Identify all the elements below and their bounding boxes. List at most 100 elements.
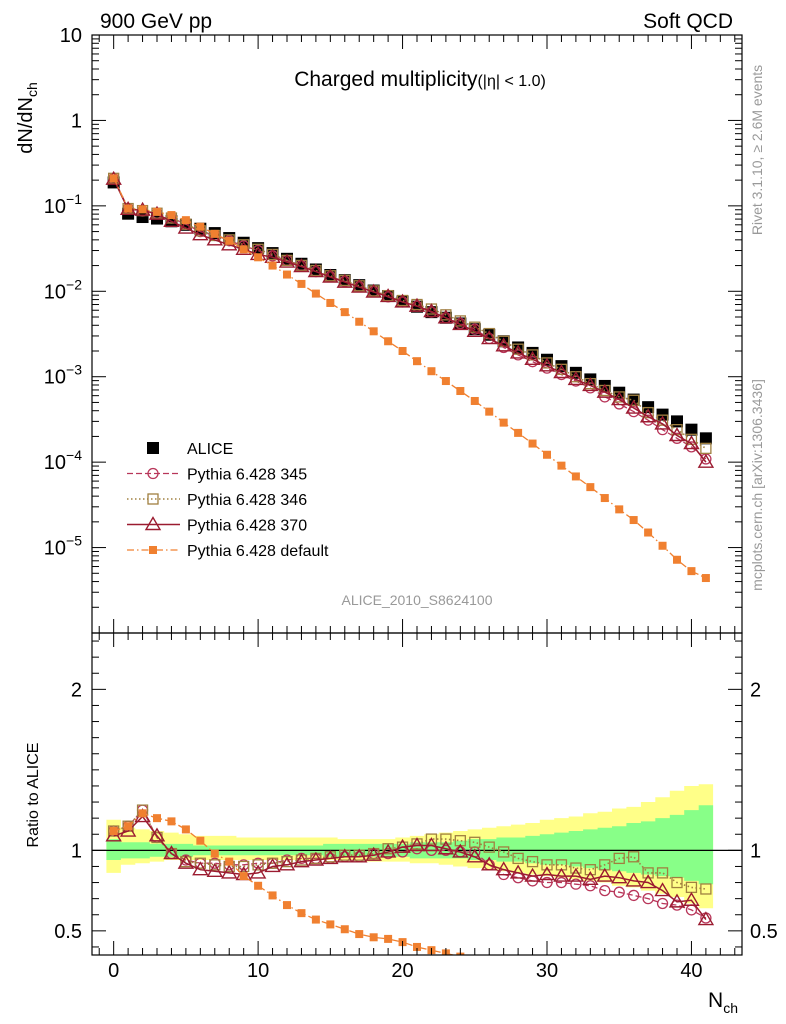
ratio-point-p370: [307, 851, 325, 866]
ratio-point-p345: [628, 889, 640, 902]
ratio-point-default: [340, 925, 349, 934]
ratio-line-p346: [113, 808, 706, 890]
ratio-point-p370: [336, 848, 353, 863]
ratio-point-default: [615, 988, 623, 996]
ratio-y-tick-label: 2: [71, 679, 82, 701]
x-axis-label-main: N: [708, 989, 723, 1012]
ratio-point-p345: [570, 878, 582, 890]
y-axis-label-main: dN/dN: [15, 97, 37, 154]
ratio-point-p346: [238, 860, 250, 873]
ratio-point-p370: [206, 862, 223, 877]
data-point-p370: [683, 435, 700, 450]
ratio-point-p370: [148, 827, 166, 842]
series-p370: [105, 170, 715, 468]
y-tick-base: 1: [71, 110, 82, 132]
data-point-default: [369, 327, 378, 336]
ratio-point-p370: [452, 843, 469, 858]
chart-title-suffix: (|η| < 1.0): [477, 73, 545, 90]
ratio-point-p370: [639, 874, 657, 889]
data-point-alice: [266, 247, 279, 260]
series-line-p346: [112, 177, 707, 450]
data-point-p370: [538, 357, 556, 372]
data-point-default: [557, 461, 566, 470]
ratio-point-p346: [512, 852, 524, 865]
data-point-p370: [192, 226, 209, 241]
ratio-point-default: [254, 881, 263, 890]
ratio-point-p346: [425, 833, 438, 845]
ratio-point-p370: [351, 848, 368, 863]
data-point-default: [268, 261, 277, 270]
data-point-p346: [469, 321, 481, 333]
ratio-point-p370: [249, 864, 267, 879]
legend-item-p345: Pythia 6.428 345: [127, 467, 307, 484]
data-point-alice: [136, 211, 149, 224]
ratio-point-p345: [671, 899, 683, 911]
ratio-point-default: [369, 933, 378, 942]
data-point-p370: [466, 322, 483, 338]
data-point-default: [210, 229, 219, 238]
ratio-y-tick-label: 1: [71, 840, 82, 862]
data-point-default: [181, 216, 190, 225]
data-point-p370: [365, 283, 382, 298]
ratio-point-default: [659, 993, 667, 1001]
ratio-point-p370: [278, 856, 296, 871]
ratio-data-layer: [92, 784, 742, 1001]
legend-marker: [147, 442, 159, 454]
data-point-p370: [394, 293, 411, 308]
ratio-point-default: [196, 836, 205, 845]
data-point-default: [225, 236, 234, 245]
ratio-point-p370: [264, 858, 281, 873]
data-point-default: [615, 505, 624, 514]
y-tick-base: 10: [44, 452, 66, 474]
ratio-point-p346: [656, 867, 669, 879]
data-point-p346: [454, 315, 466, 327]
data-point-p346: [512, 343, 524, 355]
data-point-p370: [553, 364, 570, 379]
data-point-p370: [567, 371, 585, 386]
data-point-default: [687, 567, 696, 576]
ratio-point-p370: [365, 846, 382, 861]
ratio-point-default: [384, 934, 393, 943]
data-point-p370: [437, 309, 455, 324]
ratio-frame: [91, 632, 743, 956]
ratio-point-p370: [466, 848, 483, 863]
ratio-y-axis-label: Ratio to ALICE: [25, 743, 42, 848]
ratio-series-default: [109, 809, 667, 1001]
data-point-default: [499, 418, 508, 427]
data-point-default: [600, 494, 609, 503]
data-point-p370: [206, 231, 223, 246]
ratio-point-default: [153, 814, 161, 823]
ratio-y-tick-label: 0.5: [54, 921, 82, 943]
data-point-p370: [278, 253, 296, 268]
data-point-p346: [656, 414, 669, 426]
data-point-default: [109, 174, 118, 183]
ratio-point-default: [500, 962, 508, 970]
series-line-p370: [113, 178, 707, 463]
x-tick-label: 10: [247, 960, 269, 982]
legend-item-p346: Pythia 6.428 346: [127, 492, 307, 509]
ratio-point-p370: [625, 872, 642, 887]
y-tick-label: 10: [60, 25, 82, 47]
ratio-point-p345: [541, 876, 553, 889]
y-tick-exponent: −3: [66, 362, 82, 378]
ratio-point-p346: [584, 864, 596, 876]
y-tick-label: 10−4: [44, 447, 82, 474]
data-point-default: [167, 211, 176, 220]
data-point-p370: [596, 383, 613, 398]
x-tick-label: 20: [391, 960, 413, 982]
data-point-p370: [322, 268, 339, 283]
legend-marker: [149, 546, 157, 554]
y-tick-exponent: −2: [66, 276, 82, 292]
data-point-p370: [668, 427, 686, 442]
data-point-p370: [611, 391, 628, 406]
ratio-point-p346: [526, 855, 539, 868]
ratio-point-default: [485, 959, 493, 967]
ratio-point-p370: [379, 843, 397, 858]
y-tick-label: 10−5: [44, 533, 82, 560]
ratio-point-default: [514, 965, 522, 973]
y-tick-label: 1: [71, 110, 82, 132]
ratio-y-tick-label-right: 1: [750, 840, 761, 862]
ratio-point-p346: [194, 857, 206, 869]
y-tick-base: 10: [44, 367, 66, 389]
ratio-point-default: [109, 827, 118, 836]
